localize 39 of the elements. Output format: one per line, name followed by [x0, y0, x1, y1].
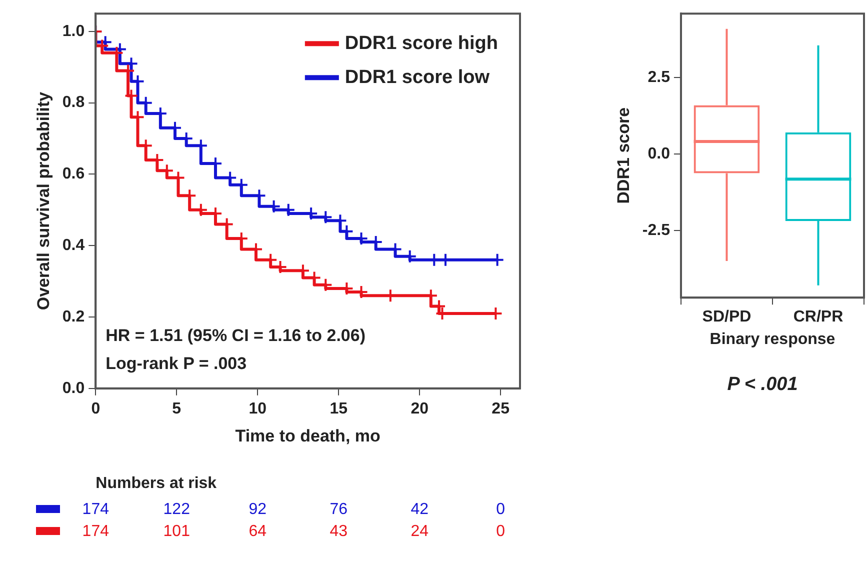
y-tick-label: 0.6	[62, 166, 85, 183]
text: 42	[410, 500, 429, 518]
y-tick-label: 1.0	[62, 22, 85, 40]
y-tick-label: -2.5	[642, 222, 670, 239]
text: 92	[248, 500, 267, 518]
y-tick-label: 0.0	[62, 380, 85, 397]
text: 0	[496, 522, 506, 540]
x-tick-label: SD/PD	[702, 308, 752, 326]
text: 24	[410, 522, 429, 540]
x-tick-label: 15	[330, 400, 348, 418]
y-tick-label: 0.4	[62, 237, 85, 254]
y-tick-label: 0.0	[648, 145, 670, 162]
annotation: Log-rank P = .003	[106, 354, 247, 374]
legend-label: DDR1 score high	[344, 32, 498, 54]
text: 174	[82, 500, 110, 518]
legend-label: DDR1 score low	[344, 66, 490, 88]
text: 0	[496, 500, 506, 518]
text: 76	[330, 500, 348, 518]
x-tick-label: 5	[172, 400, 182, 418]
x-tick-label: 25	[492, 400, 510, 418]
y-axis-title: Overall survival probability	[34, 91, 53, 310]
x-tick-label: 0	[91, 400, 100, 418]
text: 43	[330, 522, 348, 540]
annotation: HR = 1.51 (95% CI = 1.16 to 2.06)	[106, 326, 366, 346]
text: P < .001	[727, 374, 798, 395]
x-axis-title: Time to death, mo	[235, 426, 380, 446]
text: 122	[163, 500, 190, 518]
x-tick-label: CR/PR	[793, 308, 844, 326]
x-tick-label: 20	[410, 400, 429, 418]
y-tick-label: 0.2	[62, 308, 85, 326]
text: 64	[248, 522, 267, 540]
text: Numbers at risk	[96, 474, 217, 492]
y-tick-label: 0.8	[62, 94, 85, 112]
text: 174	[82, 522, 110, 540]
text: 101	[163, 522, 190, 540]
x-axis-title: Binary response	[710, 330, 836, 348]
x-tick-label: 10	[248, 400, 267, 418]
y-axis-title: DDR1 score	[614, 107, 633, 204]
y-tick-label: 2.5	[648, 69, 670, 86]
